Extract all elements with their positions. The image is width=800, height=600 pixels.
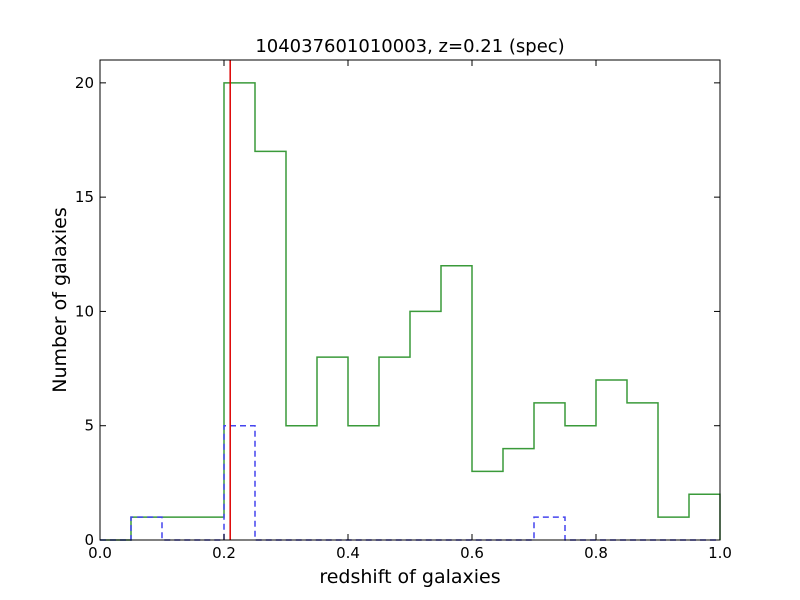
y-tick-label: 10 bbox=[75, 302, 94, 320]
histogram-series-1-solid bbox=[100, 82, 721, 541]
y-tick-label: 0 bbox=[84, 531, 94, 549]
chart-title: 104037601010003, z=0.21 (spec) bbox=[255, 36, 564, 57]
plot-frame bbox=[99, 59, 721, 541]
x-tick-label: 0.0 bbox=[88, 544, 112, 562]
y-tick-label: 15 bbox=[75, 188, 94, 206]
x-axis-label: redshift of galaxies bbox=[319, 566, 500, 588]
x-tick-label: 0.2 bbox=[212, 544, 236, 562]
x-tick-label: 0.6 bbox=[460, 544, 484, 562]
x-tick-label: 0.4 bbox=[336, 544, 360, 562]
x-tick-label: 1.0 bbox=[708, 544, 732, 562]
y-axis-label: Number of galaxies bbox=[49, 207, 71, 392]
axis-ticks: 0.0 0.2 0.4 0.6 0.8 1.0 0 5 10 15 20 bbox=[75, 60, 732, 562]
x-tick-label: 0.8 bbox=[584, 544, 608, 562]
y-tick-label: 5 bbox=[84, 417, 94, 435]
y-tick-label: 20 bbox=[75, 74, 94, 92]
